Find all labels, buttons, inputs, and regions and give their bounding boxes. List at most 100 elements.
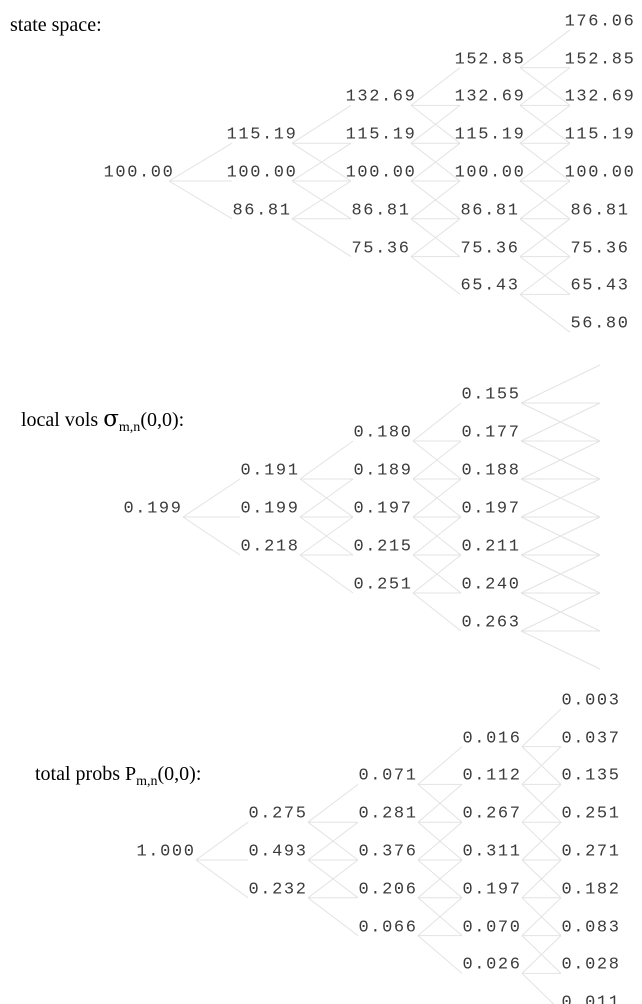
probs-node: 0.028 xyxy=(561,955,621,975)
tree-edge xyxy=(412,592,462,632)
state-node: 115.19 xyxy=(226,125,298,145)
state-node: 86.81 xyxy=(460,201,520,221)
vols-node: 0.177 xyxy=(461,423,521,443)
state-node: 115.19 xyxy=(345,125,417,145)
tree-edge xyxy=(299,440,354,480)
probs-node: 0.182 xyxy=(561,880,621,900)
tree-edge xyxy=(520,516,601,556)
state-node: 152.85 xyxy=(454,50,526,70)
tree-edge xyxy=(307,897,359,936)
tree-edge xyxy=(291,142,352,182)
state-node: 56.80 xyxy=(570,314,630,334)
tree-edge xyxy=(519,294,571,333)
state-node: 65.43 xyxy=(460,276,520,296)
tree-edge xyxy=(519,105,571,144)
probs-node: 0.070 xyxy=(462,918,522,938)
state-node: 65.43 xyxy=(570,276,630,296)
tree-edge xyxy=(410,256,461,295)
tree-edge xyxy=(519,142,571,182)
state-node: 115.19 xyxy=(454,125,526,145)
vols-node: 0.211 xyxy=(461,537,521,557)
local-vols-suffix: (0,0): xyxy=(140,409,185,431)
tree-edge xyxy=(182,516,241,556)
state-node: 100.00 xyxy=(103,163,175,183)
tree-edge xyxy=(307,859,359,899)
state-node: 176.06 xyxy=(564,12,636,32)
probs-node: 1.000 xyxy=(136,842,196,862)
state-node: 100.00 xyxy=(564,163,636,183)
tree-edge xyxy=(168,142,233,182)
probs-node: 0.037 xyxy=(561,729,621,749)
tree-edge xyxy=(299,516,354,556)
tree-edge xyxy=(521,708,562,747)
local-vols-subscript: m,n xyxy=(118,420,141,435)
vols-node: 0.199 xyxy=(240,499,300,519)
probs-node: 0.135 xyxy=(561,766,621,786)
state-node: 132.69 xyxy=(454,87,526,107)
tree-edge xyxy=(412,516,462,556)
tree-edge xyxy=(412,440,462,480)
tree-edge xyxy=(520,592,601,632)
tree-edge xyxy=(412,402,462,442)
probs-node: 0.206 xyxy=(358,880,418,900)
state-space-label: state space: xyxy=(10,14,102,36)
probs-node: 0.493 xyxy=(248,842,308,862)
tree-edge xyxy=(182,478,241,518)
vols-node: 0.199 xyxy=(123,499,183,519)
tree-edge xyxy=(307,784,359,823)
tree-edge xyxy=(291,104,352,144)
tree-edge xyxy=(520,364,601,404)
tree-edge xyxy=(521,973,555,1004)
probs-node: 0.112 xyxy=(462,766,522,786)
tree-edge xyxy=(291,218,352,258)
total-probs-label: total probs Pm,n(0,0): xyxy=(35,763,201,789)
tree-edge xyxy=(519,67,571,106)
tree-edge xyxy=(521,784,562,823)
tree-edge xyxy=(417,746,463,785)
tree-edge xyxy=(195,859,249,899)
probs-node: 0.271 xyxy=(561,842,621,862)
vols-node: 0.191 xyxy=(240,461,300,481)
probs-node: 0.251 xyxy=(561,804,621,824)
tree-edge xyxy=(519,29,571,68)
state-node: 75.36 xyxy=(570,239,630,259)
state-node: 100.00 xyxy=(226,163,298,183)
tree-edge xyxy=(410,105,461,144)
tree-edge xyxy=(521,935,562,974)
vols-node: 0.197 xyxy=(353,499,413,519)
tree-edge xyxy=(521,746,562,785)
state-node: 132.69 xyxy=(564,87,636,107)
tree-edge xyxy=(410,218,461,257)
probs-node: 0.011 xyxy=(561,993,621,1004)
vols-node: 0.218 xyxy=(240,537,300,557)
tree-edge xyxy=(520,630,601,670)
tree-edge xyxy=(520,554,601,594)
local-vols-label: local vols σm,n(0,0): xyxy=(21,408,185,435)
state-node: 86.81 xyxy=(232,201,292,221)
probs-node: 0.071 xyxy=(358,766,418,786)
tree-edge xyxy=(417,784,463,823)
tree-edge xyxy=(299,554,354,594)
total-probs-subscript: m,n xyxy=(136,774,158,789)
tree-edge xyxy=(417,859,463,899)
probs-node: 0.232 xyxy=(248,880,308,900)
state-node: 152.85 xyxy=(564,50,636,70)
probs-node: 0.066 xyxy=(358,918,418,938)
total-probs-prefix: total probs P xyxy=(35,763,137,785)
tree-edge xyxy=(417,821,463,861)
tree-edge xyxy=(520,402,601,442)
tree-edge xyxy=(307,821,359,861)
vols-node: 0.188 xyxy=(461,461,521,481)
tree-edge xyxy=(410,142,461,182)
tree-edge xyxy=(417,935,463,974)
tree-edge xyxy=(519,256,571,295)
vols-node: 0.197 xyxy=(461,499,521,519)
probs-node: 0.311 xyxy=(462,842,522,862)
tree-edge xyxy=(412,554,462,594)
state-node: 86.81 xyxy=(570,201,630,221)
vols-node: 0.251 xyxy=(353,575,413,595)
state-node: 75.36 xyxy=(460,239,520,259)
tree-edge xyxy=(412,478,462,518)
